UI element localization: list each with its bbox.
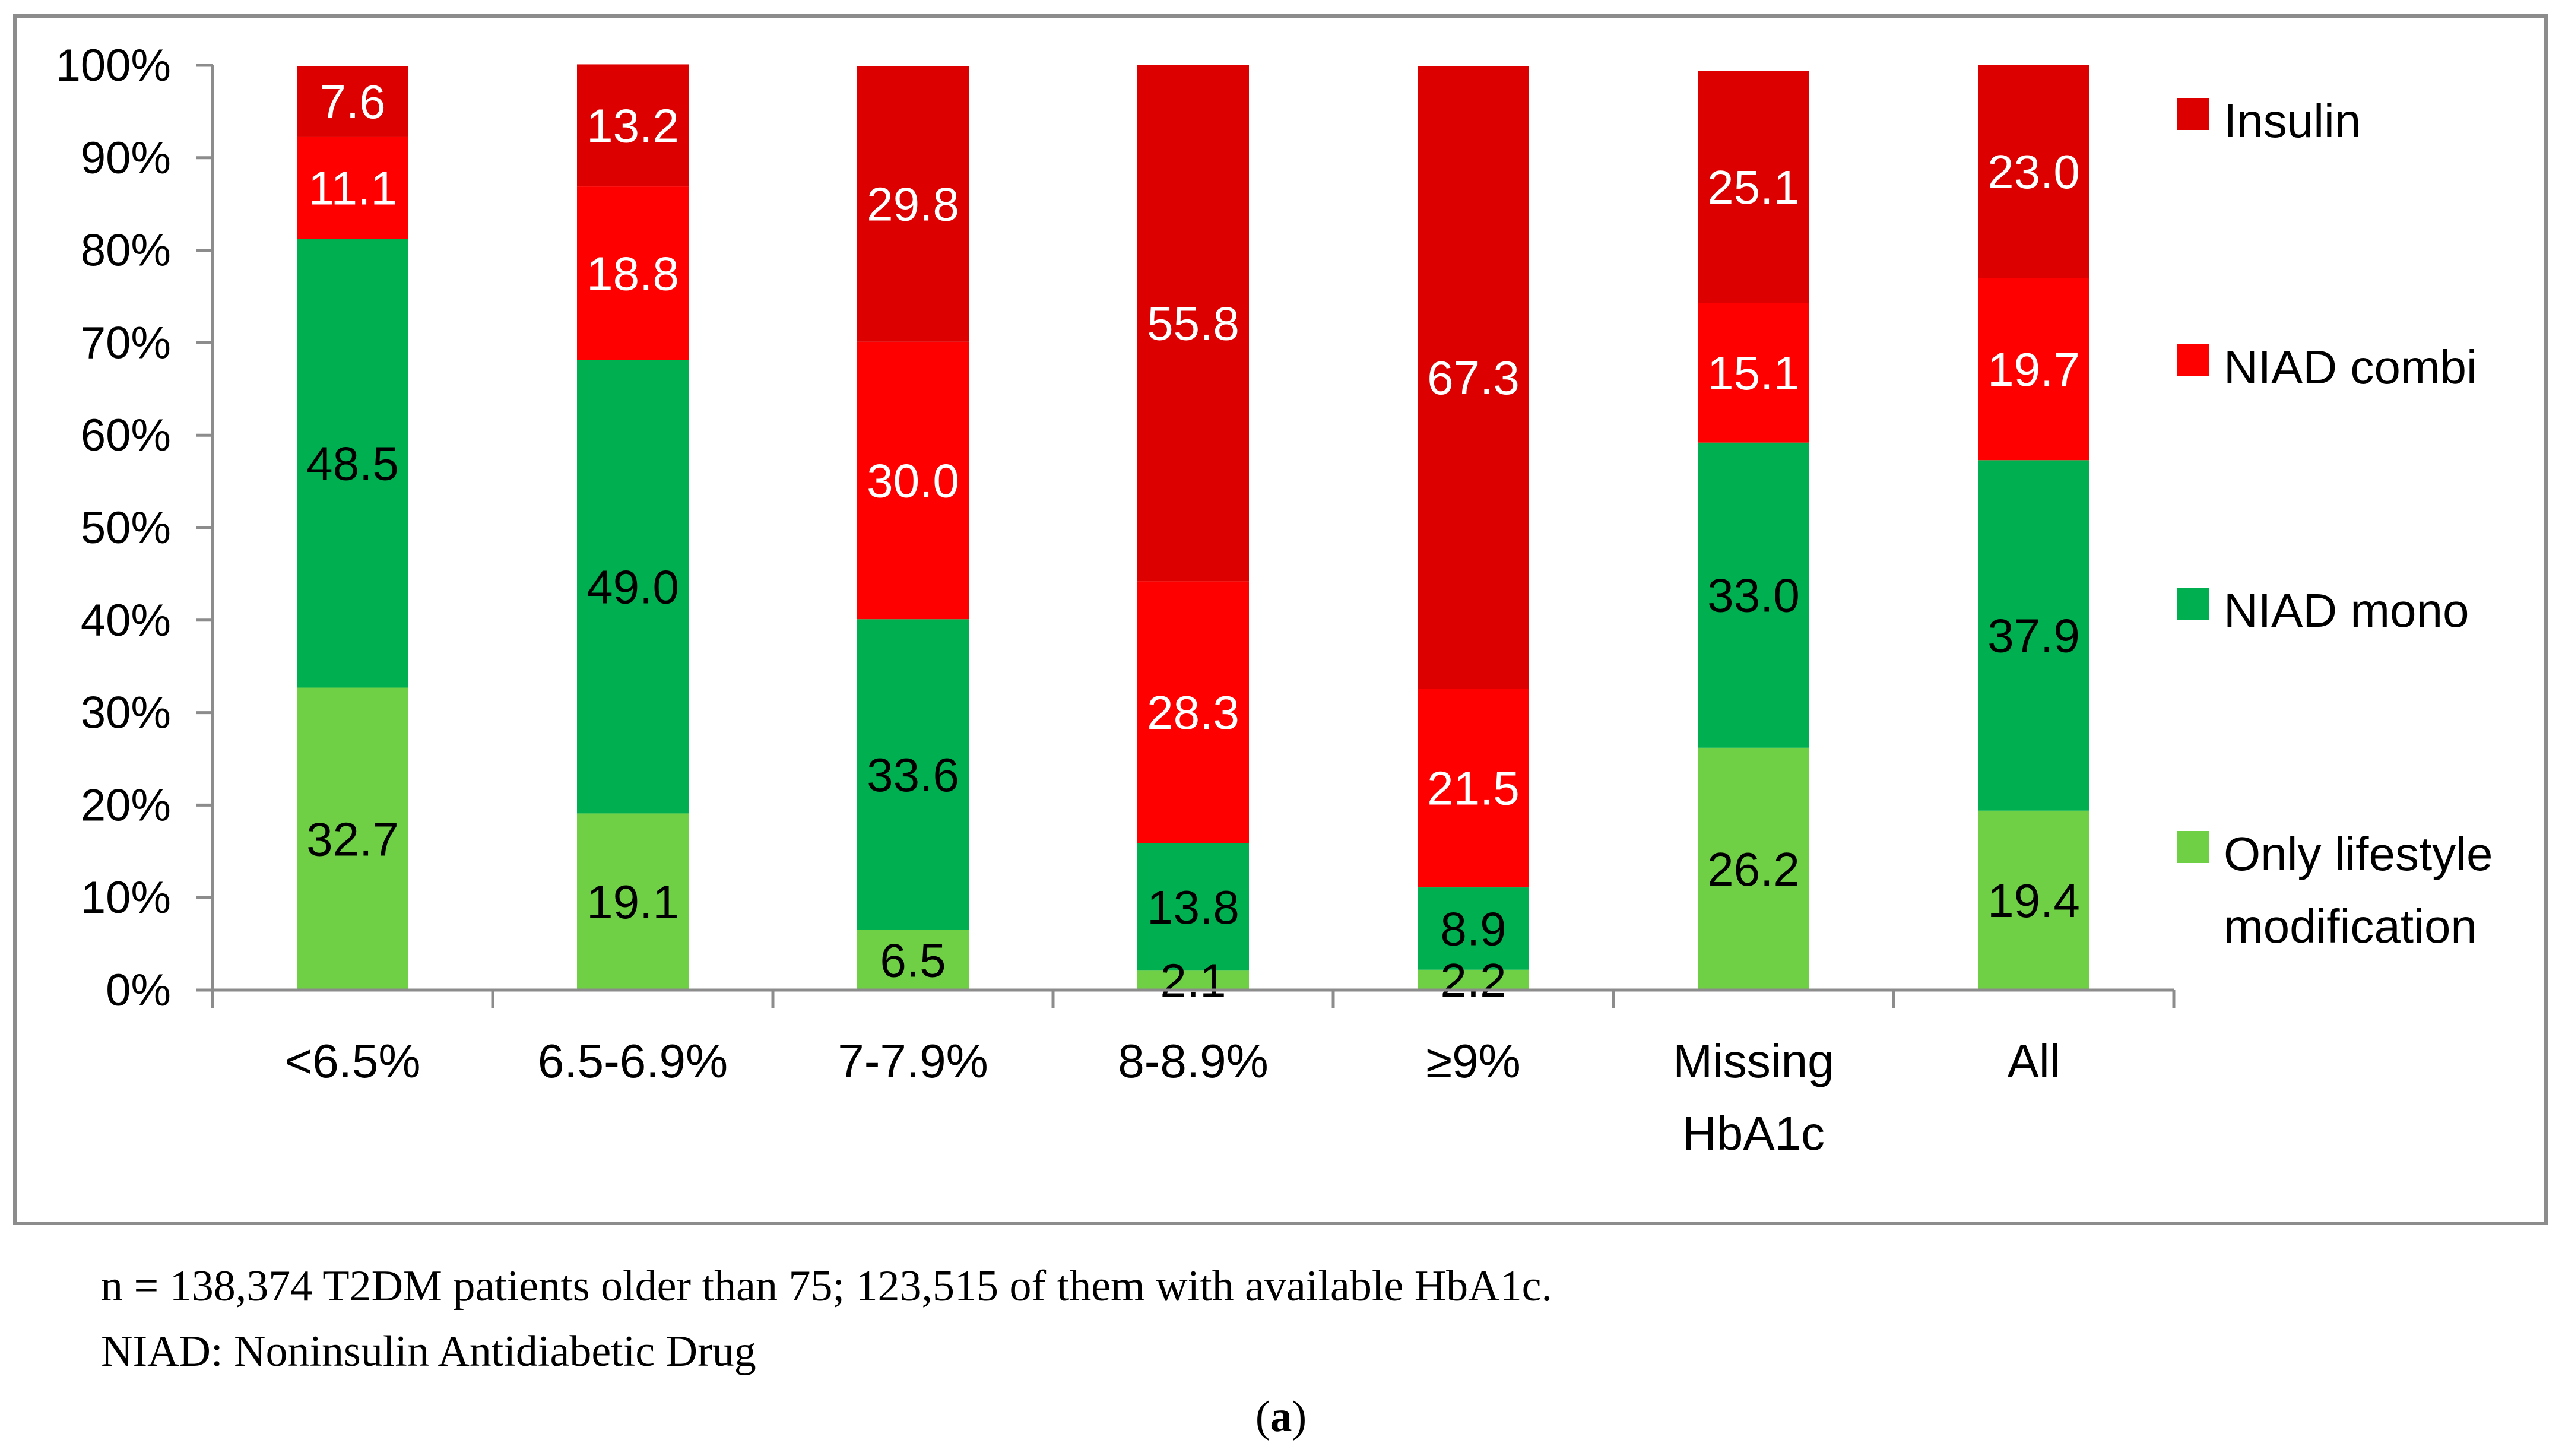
bar-segment [1137, 843, 1249, 971]
bar-segment [1137, 970, 1249, 990]
x-category-label: <6.5% [284, 1035, 420, 1087]
y-tick-label: 20% [81, 780, 171, 830]
bar-segment [1978, 810, 2089, 990]
bar-segment [297, 66, 408, 137]
bar-segment [1978, 65, 2089, 278]
bar-segment [1698, 442, 1809, 748]
x-category-label: ≥9% [1426, 1035, 1521, 1087]
data-label: 28.3 [1147, 686, 1239, 739]
data-label: 37.9 [1987, 610, 2080, 662]
bar-segment [1418, 66, 1529, 689]
y-tick-label: 100% [56, 40, 171, 91]
bar-segment [1978, 460, 2089, 811]
data-label: 11.1 [308, 161, 397, 214]
bar-segment [297, 687, 408, 990]
panel-label: (a) [1255, 1392, 1307, 1441]
legend-swatch [2177, 344, 2209, 376]
y-tick-label: 80% [81, 226, 171, 276]
bar-segment [1418, 969, 1529, 990]
bar-segment [1137, 581, 1249, 843]
data-label: 26.2 [1707, 843, 1800, 896]
data-label: 2.2 [1440, 954, 1506, 1007]
data-label: 30.0 [867, 455, 959, 507]
y-tick-label: 50% [81, 503, 171, 553]
bar-segment [577, 64, 689, 187]
data-label: 19.4 [1987, 874, 2080, 927]
legend-swatch [2177, 98, 2209, 130]
x-category-label: Missing [1673, 1035, 1834, 1087]
legend-swatch [2177, 831, 2209, 863]
bar-segment [1418, 887, 1529, 970]
x-category-label: 8-8.9% [1118, 1035, 1268, 1087]
y-tick-label: 70% [81, 318, 171, 368]
bar-segment [1137, 65, 1249, 582]
bar-segment [297, 239, 408, 688]
data-label: 32.7 [306, 813, 399, 865]
data-label: 33.6 [867, 748, 959, 801]
data-label: 15.1 [1707, 347, 1800, 399]
bar-segment [1418, 689, 1529, 888]
data-label: 18.8 [586, 248, 679, 300]
data-label: 21.5 [1427, 762, 1520, 815]
data-label: 19.1 [586, 875, 679, 928]
data-label: 13.2 [586, 99, 679, 152]
data-label: 49.0 [586, 561, 679, 614]
bar-segment [1698, 71, 1809, 303]
abbreviation-note: NIAD: Noninsulin Antidiabetic Drug [101, 1327, 756, 1376]
data-label: 19.7 [1987, 343, 2080, 396]
y-tick-label: 10% [81, 873, 171, 923]
x-category-label: 6.5-6.9% [538, 1035, 728, 1087]
bar-segment [857, 930, 969, 990]
y-tick-label: 60% [81, 410, 171, 461]
bar-segment [857, 66, 969, 342]
data-label: 67.3 [1427, 351, 1520, 404]
data-label: 8.9 [1440, 902, 1506, 955]
legend-label: NIAD mono [2224, 584, 2469, 637]
data-label: 23.0 [1987, 145, 2080, 198]
stacked-bar-chart: 32.7 48.5 11.1 7.6 19.1 49.0 18.8 13.2 6.5 33.6 30… [56, 40, 2493, 1160]
bar-segment [857, 341, 969, 620]
legend-label: Insulin [2224, 94, 2361, 147]
data-label: 33.0 [1707, 569, 1800, 622]
data-label: 13.8 [1147, 881, 1239, 934]
data-label: 25.1 [1707, 161, 1800, 214]
legend-label: Only lifestyle [2224, 827, 2493, 880]
legend-label: NIAD combi [2224, 341, 2477, 394]
legend-swatch [2177, 588, 2209, 620]
bar-segment [577, 186, 689, 361]
data-label: 2.1 [1160, 954, 1226, 1007]
data-label: 7.6 [319, 75, 385, 128]
y-tick-label: 40% [81, 595, 171, 646]
x-category-label: 7-7.9% [838, 1035, 988, 1087]
y-tick-label: 30% [81, 688, 171, 738]
y-tick-label: 0% [106, 965, 171, 1016]
y-tick-label: 90% [81, 133, 171, 183]
bar-segment [1698, 303, 1809, 443]
bar-segment [857, 619, 969, 930]
bar-segment [1978, 278, 2089, 461]
bar-segment [297, 136, 408, 239]
data-label: 29.8 [867, 178, 959, 231]
legend-label: modification [2224, 900, 2477, 953]
x-category-label: HbA1c [1682, 1107, 1825, 1160]
data-label: 6.5 [880, 934, 946, 986]
sample-size-note: n = 138,374 T2DM patients older than 75;… [101, 1262, 1552, 1311]
data-label: 48.5 [306, 437, 399, 490]
bar-segment [577, 813, 689, 990]
data-label: 55.8 [1147, 297, 1239, 350]
x-category-label: All [2008, 1035, 2060, 1087]
bar-segment [1698, 747, 1809, 990]
chart-frame: 32.7 48.5 11.1 7.6 19.1 49.0 18.8 13.2 6.5 33.6 30… [13, 14, 2548, 1225]
bar-segment [577, 360, 689, 814]
